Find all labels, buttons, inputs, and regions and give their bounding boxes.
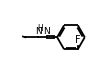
Text: F: F [75,35,81,45]
Text: H: H [37,24,43,33]
Text: N: N [35,27,42,36]
Text: N: N [43,27,50,36]
